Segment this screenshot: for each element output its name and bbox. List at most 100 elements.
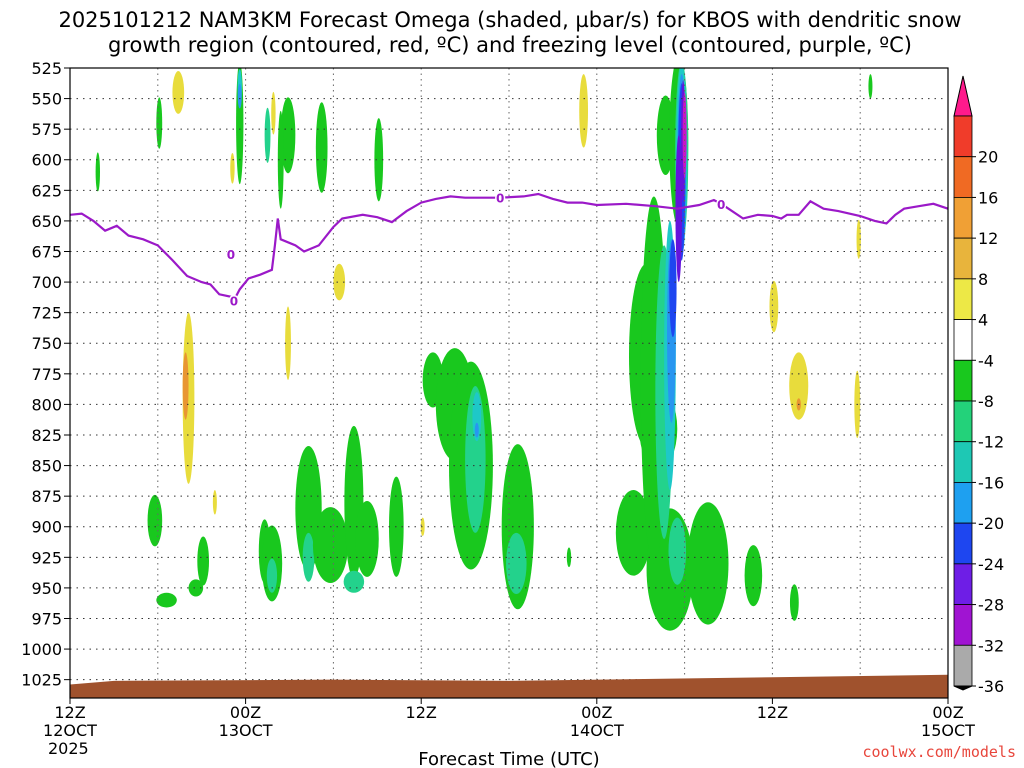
omega-blob-62	[285, 306, 291, 380]
omega-blob-7	[188, 579, 204, 597]
colorbar-swatch-9	[953, 441, 973, 483]
x-tick-date-60: 15OCT	[921, 721, 975, 740]
colorbar-swatch-12	[953, 563, 973, 605]
gridlines	[70, 67, 948, 698]
omega-blob-31	[615, 490, 651, 576]
x-tick-label-60: 00Z	[932, 703, 963, 722]
y-tick-label-550: 550	[31, 90, 62, 109]
omega-blob-55	[264, 107, 271, 163]
omega-blob-71	[212, 490, 217, 515]
omega-blob-1	[156, 97, 163, 149]
colorbar-swatch-13	[953, 604, 973, 646]
omega-blob-59	[271, 91, 276, 135]
colorbar-swatch-3	[953, 197, 973, 239]
colorbar-swatch-6	[953, 319, 973, 361]
omega-blob-27	[566, 547, 572, 568]
colorbar-label-8: -16	[978, 473, 1004, 492]
plot-frame	[69, 67, 949, 699]
x-tick-label-36: 00Z	[581, 703, 612, 722]
omega-blob-56	[277, 110, 284, 209]
freezing-contour-label-2: 0	[230, 294, 238, 308]
x-tick-label-12: 00Z	[230, 703, 261, 722]
y-tick-label-975: 975	[31, 609, 62, 628]
colorbar-swatch-11	[953, 522, 973, 565]
omega-blob-57	[172, 71, 185, 114]
omega-blob-24	[474, 422, 479, 438]
freezing-level-contour: 0 0 0 0	[70, 190, 948, 310]
omega-blob-3	[315, 102, 328, 193]
y-tick-label-675: 675	[31, 242, 62, 261]
omega-blob-13	[302, 532, 315, 582]
omega-blob-5	[156, 592, 177, 608]
chart-title-line2: growth region (contoured, red, ºC) and f…	[108, 33, 912, 57]
y-tick-label-1000: 1000	[21, 640, 62, 659]
y-axis: 525 550 575 600 625 650 675 700 725 750 775 800 825 8…	[21, 59, 70, 690]
freezing-contour-label-0: 0	[496, 192, 504, 206]
y-tick-label-750: 750	[31, 334, 62, 353]
omega-blob-70	[856, 219, 861, 259]
x-tick-label-48: 12Z	[757, 703, 788, 722]
y-tick-label-525: 525	[31, 59, 62, 78]
colorbar-label-5: -4	[978, 351, 994, 370]
omega-blob-65	[579, 74, 589, 148]
x-tick-label-0: 12Z	[54, 703, 85, 722]
colorbar-swatch-10	[953, 482, 973, 524]
colorbar-label-13: -36	[978, 677, 1004, 696]
omega-blob-14	[312, 507, 349, 584]
y-tick-label-775: 775	[31, 365, 62, 384]
y-tick-label-825: 825	[31, 426, 62, 445]
omega-blob-11	[266, 558, 278, 593]
colorbar-label-11: -28	[978, 596, 1004, 615]
colorbar-label-2: 12	[978, 229, 998, 248]
omega-blob-54	[237, 83, 242, 109]
omega-blob-61	[182, 352, 189, 420]
colorbar-label-1: 16	[978, 188, 998, 207]
y-tick-label-1025: 1025	[21, 671, 62, 690]
y-tick-label-875: 875	[31, 487, 62, 506]
omega-blob-0	[95, 152, 100, 192]
colorbar-swatch-14	[953, 644, 973, 687]
colorbar-swatch-4	[953, 237, 973, 280]
colorbar-top-arrow	[953, 75, 973, 117]
x-tick-label-24: 12Z	[406, 703, 437, 722]
colorbar-bottom-arrow	[953, 685, 973, 691]
omega-blob-35	[687, 502, 729, 625]
y-tick-label-725: 725	[31, 304, 62, 323]
freezing-contour-label-1: 0	[717, 198, 725, 212]
colorbar-label-12: -32	[978, 636, 1004, 655]
omega-blob-2	[280, 97, 296, 174]
x-tick-date-36: 14OCT	[570, 721, 624, 740]
x-tick-date-0: 12OCT	[43, 721, 97, 740]
colorbar-label-10: -24	[978, 555, 1004, 574]
x-tick-year-0: 2025	[48, 739, 89, 758]
y-tick-label-800: 800	[31, 395, 62, 414]
chart-title-line1: 2025101212 NAM3KM Forecast Omega (shaded…	[58, 8, 961, 32]
omega-blob-8	[197, 536, 210, 586]
omega-blob-36	[744, 545, 763, 607]
colorbar-label-6: -8	[978, 392, 994, 411]
omega-blob-4	[374, 118, 384, 202]
colorbar-swatch-7	[953, 359, 973, 402]
omega-blob-37	[789, 584, 799, 621]
omega-blob-58	[230, 153, 235, 184]
y-tick-label-575: 575	[31, 120, 62, 139]
freezing-level-line	[70, 192, 948, 303]
omega-blob-63	[333, 263, 346, 301]
colorbar-label-7: -12	[978, 433, 1004, 452]
x-tick-date-12: 13OCT	[219, 721, 273, 740]
omega-blob-26	[506, 532, 527, 595]
y-tick-label-625: 625	[31, 181, 62, 200]
colorbar-label-9: -20	[978, 514, 1004, 533]
colorbar-legend: 20 16 12 8 4 -4 -8 -12 -16 -20 -24 -28 -32 -36	[953, 75, 1004, 696]
y-tick-label-925: 925	[31, 548, 62, 567]
omega-blob-33	[668, 517, 687, 585]
colorbar-label-0: 20	[978, 148, 998, 167]
omega-blob-23	[472, 392, 482, 442]
colorbar-label-4: 4	[978, 311, 988, 330]
colorbar-swatch-1	[953, 115, 973, 158]
omega-blob-17	[355, 501, 379, 577]
colorbar-swatch-8	[953, 400, 973, 443]
colorbar-swatch-2	[953, 156, 973, 198]
